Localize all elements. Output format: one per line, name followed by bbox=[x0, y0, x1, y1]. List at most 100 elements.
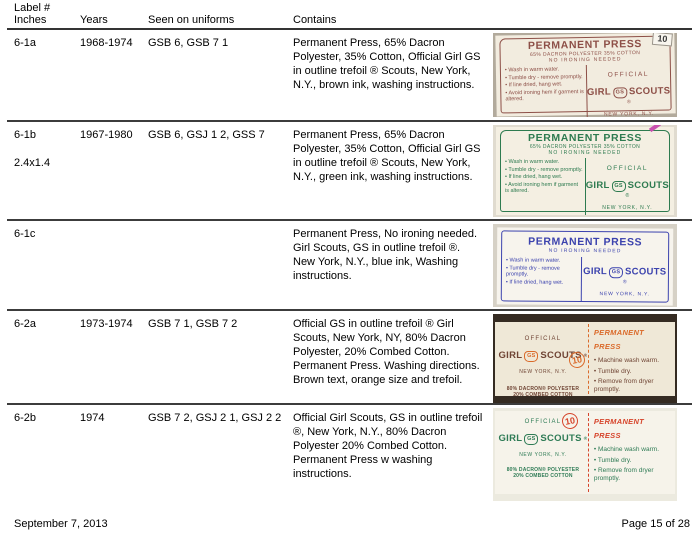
contains-cell: Permanent Press, 65% Dacron Polyester, 3… bbox=[293, 129, 481, 183]
gs-trefoil-icon: GS bbox=[524, 433, 539, 445]
brand-girl: GIRL bbox=[498, 350, 523, 361]
uniforms-cell: GSB 7 2, GSJ 2 1, GSJ 2 2 bbox=[148, 412, 282, 424]
care-instructions: PERMANENT PRESS Machine wash warm. Tumbl… bbox=[587, 413, 672, 492]
label-number: 6-1a bbox=[14, 37, 37, 49]
labels-table: Label # Inches Years Seen on uniforms Co… bbox=[7, 0, 692, 504]
registered-mark: ® bbox=[583, 353, 588, 358]
brand-line: GIRL GS SCOUTS bbox=[587, 85, 671, 100]
label-image-cell: OFFICIAL GIRL GS SCOUTS ® NEW YORK, N.Y.… bbox=[493, 311, 692, 403]
fabric-label: OFFICIAL GIRL GS SCOUTS ® NEW YORK, N.Y.… bbox=[495, 322, 675, 398]
size-tag: 10 bbox=[651, 33, 673, 47]
label-number-cell: 6-1b 2.4x1.4 bbox=[7, 122, 80, 219]
gs-trefoil-icon: GS bbox=[524, 350, 539, 362]
care-bullet: Tumble dry. bbox=[594, 457, 672, 465]
brand-scouts: SCOUTS bbox=[625, 266, 667, 278]
brand-block: OFFICIAL GIRL GS SCOUTS ® NEW YORK, N.Y.… bbox=[498, 324, 588, 398]
care-instructions: Wash in warm water. Tumble dry - remove … bbox=[501, 158, 586, 215]
gs-trefoil-icon: GS bbox=[611, 180, 626, 192]
label-photo: OFFICIAL GIRL GS SCOUTS ® NEW YORK, N.Y.… bbox=[493, 314, 677, 403]
brand-line: GIRL GS SCOUTS ® bbox=[498, 432, 588, 446]
years-cell: 1968-1974 bbox=[80, 37, 133, 49]
official-text: OFFICIAL bbox=[524, 419, 562, 425]
official-text: OFFICIAL bbox=[607, 70, 650, 79]
fiber-content-line: 80% DACRON® POLYESTER bbox=[506, 467, 580, 473]
header-label: Label # bbox=[14, 2, 51, 14]
care-bullet: Avoid ironing hem if garment is altered. bbox=[505, 182, 583, 195]
brand-line: GIRL GS SCOUTS bbox=[582, 265, 668, 280]
fiber-content-line: 80% DACRON® POLYESTER bbox=[506, 386, 580, 392]
care-instructions: Wash in warm water. Tumble dry - remove … bbox=[501, 256, 582, 301]
table-row: 6-1b 2.4x1.4 1967-1980 GSB 6, GSJ 1 2, G… bbox=[7, 122, 692, 221]
years-cell: 1967-1980 bbox=[80, 129, 133, 141]
table-row: 6-2b 1974 GSB 7 2, GSJ 2 1, GSJ 2 2 Offi… bbox=[7, 405, 692, 504]
fiber-content-line: 20% COMBED COTTON bbox=[513, 392, 573, 398]
brand-scouts: SCOUTS bbox=[628, 85, 671, 98]
care-instructions: Wash in warm water. Tumble dry - remove … bbox=[500, 64, 588, 117]
fabric-label: 10 OFFICIAL GIRL GS SCOUTS ® NEW YORK, N… bbox=[495, 411, 675, 494]
brand-line: GIRL GS SCOUTS bbox=[586, 179, 669, 193]
table-row: 6-2a 1973-1974 GSB 7 1, GSB 7 2 Official… bbox=[7, 311, 692, 405]
label-number: 6-2b bbox=[14, 412, 37, 424]
city-text: NEW YORK, N.Y. bbox=[599, 291, 650, 298]
brand-girl: GIRL bbox=[586, 86, 612, 98]
contains-cell: Official GS in outline trefoil ® Girl Sc… bbox=[293, 318, 480, 386]
uniforms-cell bbox=[148, 221, 293, 309]
header-years: Years bbox=[80, 14, 108, 26]
brand-block: OFFICIAL GIRL GS SCOUTS ® NEW YORK, N.Y. bbox=[586, 158, 669, 215]
care-bullet: Tumble dry - remove promptly. bbox=[505, 74, 584, 82]
city-text: NEW YORK, N.Y. bbox=[519, 369, 567, 375]
printed-label-box: PERMANENT PRESS 65% DACRON POLYESTER 35%… bbox=[500, 130, 670, 215]
care-bullet: Machine wash warm. bbox=[594, 357, 672, 365]
city-text: NEW YORK, N.Y. bbox=[603, 110, 655, 117]
care-bullet: Remove from dryer promptly. bbox=[594, 467, 672, 482]
years-cell: 1973-1974 bbox=[80, 318, 133, 330]
label-image-cell: PERMANENT PRESS NO IRONING NEEDED Wash i… bbox=[493, 221, 692, 309]
brand-girl: GIRL bbox=[583, 265, 608, 278]
label-number-cell: 6-2a bbox=[7, 311, 80, 403]
label-number-cell: 6-2b bbox=[7, 405, 80, 504]
label-number: 6-1b bbox=[14, 129, 37, 141]
care-instructions: PERMANENT PRESS Machine wash warm. Tumbl… bbox=[587, 324, 672, 394]
brand-block: 10 OFFICIAL GIRL GS SCOUTS ® NEW YORK, N… bbox=[498, 411, 588, 492]
permanent-press-text: PERMANENT PRESS bbox=[593, 417, 645, 440]
header-contains: Contains bbox=[293, 14, 337, 26]
label-columns: Wash in warm water. Tumble dry - remove … bbox=[501, 256, 668, 301]
label-photo: 10 OFFICIAL GIRL GS SCOUTS ® NEW YORK, N… bbox=[493, 408, 677, 501]
uniforms-cell: GSB 6, GSB 7 1 bbox=[148, 37, 229, 49]
label-title: PERMANENT PRESS bbox=[527, 132, 642, 144]
footer-page-number: Page 15 of 28 bbox=[621, 518, 690, 530]
care-bullet: Wash in warm water. bbox=[506, 257, 579, 264]
label-photo: PERMANENT PRESS NO IRONING NEEDED Wash i… bbox=[493, 224, 677, 307]
header-label-inches: Label # Inches bbox=[7, 2, 80, 26]
gs-trefoil-icon: GS bbox=[612, 86, 628, 99]
brand-line: GIRL GS SCOUTS ® bbox=[498, 349, 588, 363]
contains-cell: Official Girl Scouts, GS in outline tref… bbox=[293, 412, 483, 480]
label-image-cell: 10 OFFICIAL GIRL GS SCOUTS ® NEW YORK, N… bbox=[493, 405, 692, 504]
care-bullet: If line dried, hang wet. bbox=[506, 279, 579, 286]
label-number-cell: 6-1a bbox=[7, 30, 80, 120]
care-bullet: Wash in warm water. bbox=[505, 66, 584, 74]
care-bullet: Machine wash warm. bbox=[594, 446, 672, 454]
care-bullet: If line dried, hang wet. bbox=[505, 174, 583, 181]
care-bullet: Tumble dry - remove promptly. bbox=[506, 265, 579, 279]
brand-girl: GIRL bbox=[498, 433, 523, 444]
no-ironing-line: NO IRONING NEEDED bbox=[548, 247, 622, 255]
printed-label-box: OFFICIAL GIRL GS SCOUTS ® NEW YORK, N.Y.… bbox=[495, 322, 675, 398]
official-text: OFFICIAL bbox=[524, 336, 562, 342]
brand-scouts: SCOUTS bbox=[627, 180, 669, 191]
contains-cell: Permanent Press, 65% Dacron Polyester, 3… bbox=[293, 37, 481, 91]
care-bullet-list: Machine wash warm. Tumble dry. Remove fr… bbox=[594, 357, 672, 393]
table-row: 6-1c Permanent Press, No ironing needed.… bbox=[7, 221, 692, 311]
care-bullet: Avoid ironing hem if garment is altered. bbox=[505, 89, 584, 103]
care-bullet-list: Machine wash warm. Tumble dry. Remove fr… bbox=[594, 446, 672, 482]
label-image-cell: 10 PERMANENT PRESS 65% DACRON POLYESTER … bbox=[493, 30, 692, 120]
label-number: 6-2a bbox=[14, 318, 37, 330]
years-cell bbox=[80, 221, 148, 309]
label-columns: Wash in warm water. Tumble dry - remove … bbox=[501, 158, 669, 215]
permanent-press-text: PERMANENT PRESS bbox=[593, 328, 645, 351]
care-bullet: Tumble dry - remove promptly. bbox=[505, 167, 583, 174]
brand-block: OFFICIAL GIRL GS SCOUTS ® NEW YORK, N.Y. bbox=[587, 64, 671, 117]
printed-label-box: 10 OFFICIAL GIRL GS SCOUTS ® NEW YORK, N… bbox=[495, 411, 675, 494]
contains-cell: Permanent Press, No ironing needed. Girl… bbox=[293, 228, 478, 282]
